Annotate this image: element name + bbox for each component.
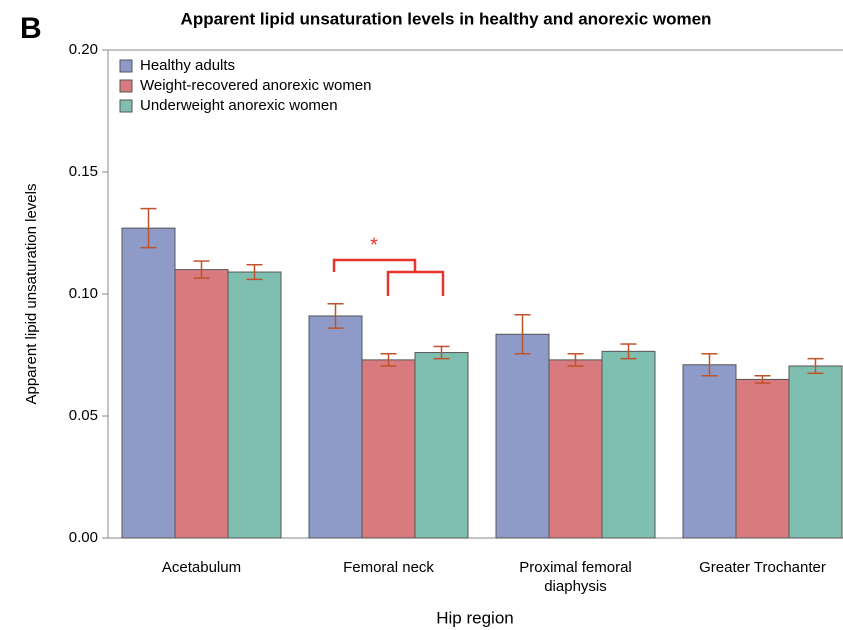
bar	[788, 365, 843, 539]
legend-swatch	[119, 99, 133, 113]
error-bar	[327, 303, 344, 329]
significance-bracket	[386, 270, 445, 296]
bar	[308, 315, 363, 539]
bar	[174, 269, 229, 539]
y-axis-label: Apparent lipid unsaturation levels	[23, 184, 40, 405]
error-bar	[140, 207, 157, 249]
bar	[361, 359, 416, 539]
panel-label: B	[20, 12, 42, 45]
error-bar	[701, 353, 718, 377]
legend-swatch	[119, 59, 133, 73]
error-bar	[193, 260, 210, 279]
error-bar	[567, 353, 584, 367]
error-bar	[807, 357, 824, 375]
plot-area: 0.00 0.05 0.10 0.15 0.20 Acetabulum Femoral ne…	[69, 41, 843, 595]
significance-bracket	[332, 258, 417, 272]
y-tick-label: 0.10	[69, 285, 98, 302]
chart-title: Apparent lipid unsaturation levels in he…	[181, 9, 712, 28]
error-bar	[514, 313, 531, 355]
bar	[227, 271, 282, 539]
bar	[601, 350, 656, 539]
error-bar	[754, 374, 771, 384]
y-tick-label: 0.15	[69, 163, 98, 180]
x-tick-label: Femoral neck	[343, 559, 434, 576]
bar	[548, 359, 603, 539]
error-bar	[246, 263, 263, 281]
legend-label: Underweight anorexic women	[140, 97, 338, 114]
legend-swatch	[119, 79, 133, 93]
y-tick-label: 0.00	[69, 529, 98, 546]
bar	[682, 364, 737, 539]
error-bar	[380, 353, 397, 367]
bar	[495, 333, 550, 539]
bar	[735, 378, 790, 539]
legend-label: Healthy adults	[140, 57, 235, 74]
x-tick-label: Acetabulum	[162, 559, 241, 576]
error-bar	[620, 343, 637, 360]
bar	[414, 352, 469, 539]
y-tick-label: 0.05	[69, 407, 98, 424]
x-tick-label: Greater Trochanter	[699, 559, 826, 576]
legend-label: Weight-recovered anorexic women	[140, 77, 372, 94]
y-tick-label: 0.20	[69, 41, 98, 58]
bar	[121, 227, 176, 539]
x-axis-label: Hip region	[436, 608, 514, 627]
x-tick-label: Proximal femoral diaphysis	[519, 559, 632, 595]
error-bar	[433, 345, 450, 360]
significance-star: *	[370, 234, 378, 256]
